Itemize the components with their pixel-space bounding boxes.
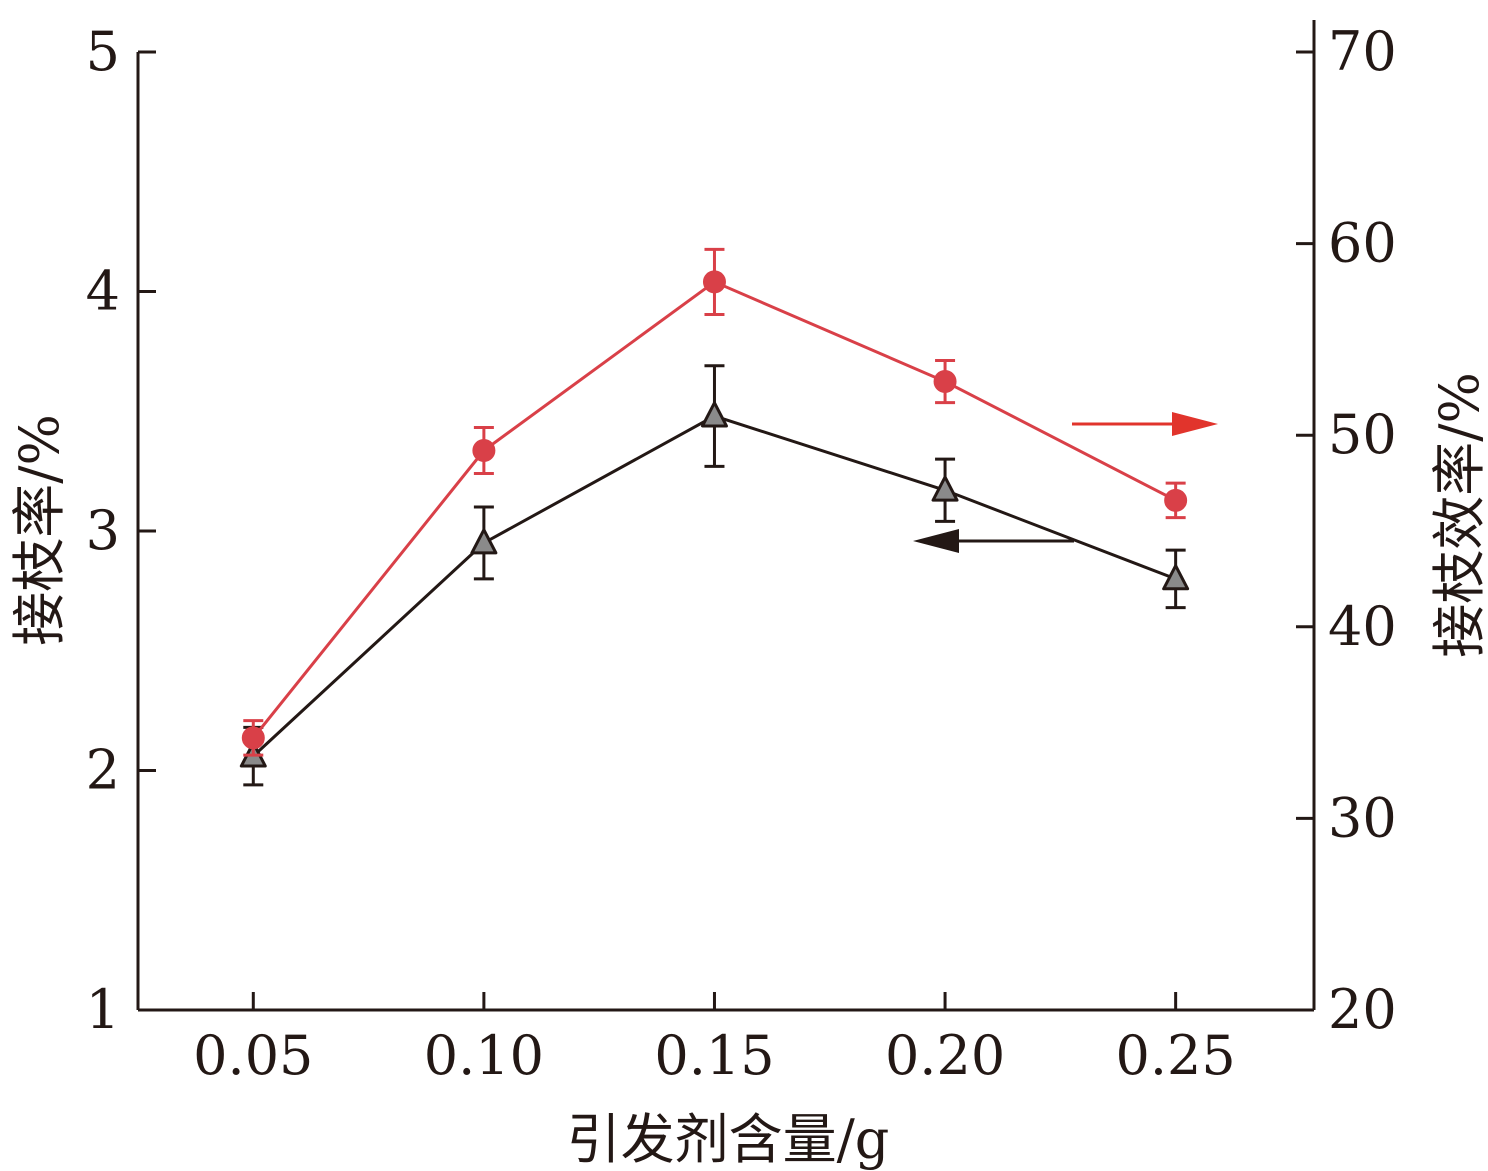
- y-axis-title-left: 接枝率/%: [8, 414, 71, 646]
- axes: 1 2 3 4 5 20 30 40 50 60 70 0.05 0.10 0.15 0.20 0.25: [86, 20, 1397, 1087]
- y-tick-label-left: 5: [86, 20, 120, 83]
- data-point: [1162, 564, 1190, 591]
- y-tick-label-right: 50: [1328, 403, 1397, 466]
- x-axis-title: 引发剂含量/g: [567, 1108, 890, 1171]
- series-grafting-efficiency: [241, 247, 1188, 757]
- axis-indicator-arrows: [913, 412, 1218, 553]
- x-tick-label: 0.10: [424, 1024, 544, 1087]
- y-axis-title-right: 接枝效率/%: [1428, 372, 1488, 658]
- y-tick-label-right: 70: [1328, 20, 1397, 83]
- y-tick-label-right: 30: [1328, 786, 1397, 849]
- y-tick-label-left: 4: [86, 260, 120, 323]
- series-grafting-rate: [239, 364, 1190, 787]
- y-tick-label-right: 60: [1328, 212, 1397, 275]
- data-point: [702, 270, 726, 294]
- data-point: [931, 475, 959, 502]
- data-point: [470, 528, 498, 555]
- x-tick-label: 0.20: [885, 1024, 1005, 1087]
- y-tick-label-right: 40: [1328, 595, 1397, 658]
- series-layer: [239, 247, 1190, 787]
- data-point: [933, 370, 957, 394]
- x-tick-label: 0.05: [193, 1024, 313, 1087]
- y-tick-label-right: 20: [1328, 978, 1397, 1041]
- x-tick-label: 0.15: [654, 1024, 774, 1087]
- series-line: [252, 280, 1177, 739]
- data-point: [472, 439, 496, 463]
- arrow-right-head: [1172, 412, 1218, 436]
- data-point: [1164, 488, 1188, 512]
- data-point: [700, 401, 728, 428]
- y-tick-label-left: 1: [86, 978, 120, 1041]
- data-point: [241, 726, 265, 750]
- y-tick-label-left: 2: [86, 739, 120, 802]
- arrow-left-head: [913, 529, 959, 553]
- x-tick-label: 0.25: [1116, 1024, 1236, 1087]
- y-tick-label-left: 3: [86, 499, 120, 562]
